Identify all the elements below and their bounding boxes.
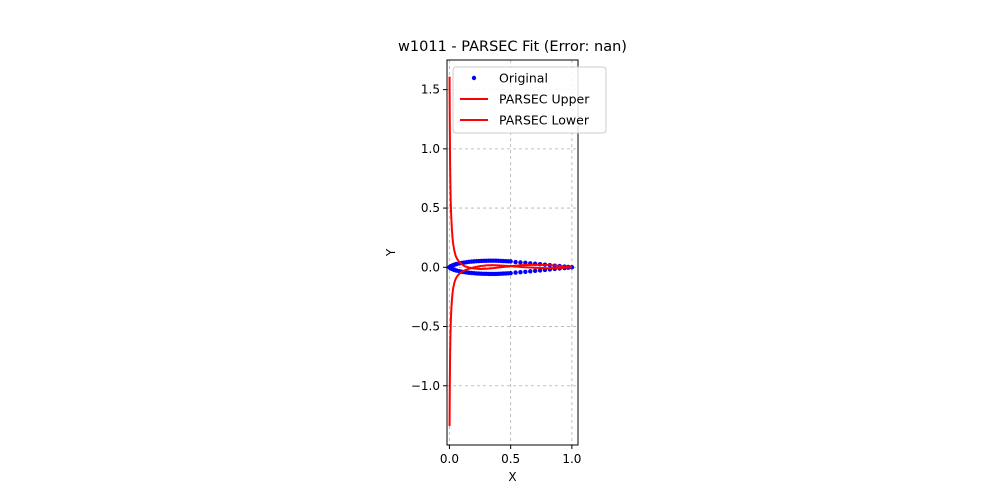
plot-data: [447, 76, 575, 427]
scatter-point: [537, 268, 543, 273]
scatter-point: [518, 269, 523, 275]
legend-entry-label: PARSEC Lower: [499, 113, 590, 128]
chart-title: w1011 - PARSEC Fit (Error: nan): [398, 39, 627, 55]
scatter-point: [508, 271, 513, 276]
legend-box: [452, 66, 607, 134]
axes-frame: [446, 59, 579, 446]
x-tick-label: 0.0: [440, 452, 459, 466]
y-tick-label: −1.0: [411, 379, 440, 393]
scatter-point: [528, 269, 533, 274]
legend-entry-label: PARSEC Upper: [499, 92, 590, 107]
y-tick-label: 0.5: [421, 201, 440, 215]
y-tick-label: −0.5: [411, 320, 440, 334]
ticks: 0.0 0.5 1.0 −1.0 −0.5 0.0 0.5 1.0 1.5: [411, 83, 582, 466]
x-tick-label: 1.0: [562, 452, 581, 466]
y-tick-label: 1.5: [421, 83, 440, 97]
legend-entry-label: Original: [499, 71, 548, 86]
y-tick-label: 0.0: [421, 260, 440, 274]
x-tick-label: 0.5: [501, 452, 520, 466]
legend: Original PARSEC Upper PARSEC Lower: [452, 66, 607, 134]
scatter-point: [523, 260, 528, 266]
scatter-point: [513, 270, 518, 275]
series-parsec-lower-line: [448, 264, 572, 427]
scatter-point: [523, 269, 528, 275]
scatter-point: [513, 259, 518, 265]
y-tick-label: 1.0: [421, 142, 440, 156]
x-axis-label: X: [508, 470, 516, 484]
scatter-point: [532, 268, 538, 274]
y-axis-label: Y: [384, 248, 398, 257]
scatter-point: [518, 260, 523, 265]
legend-marker-original: [471, 75, 477, 81]
